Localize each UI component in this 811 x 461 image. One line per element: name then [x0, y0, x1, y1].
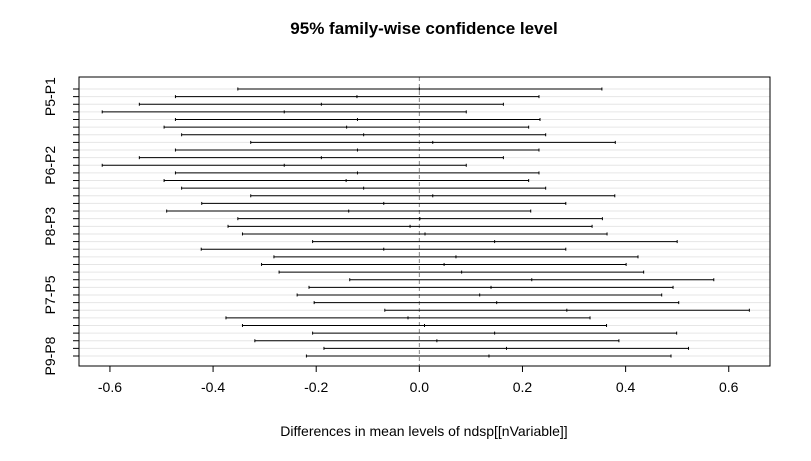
confidence-interval — [174, 118, 541, 122]
x-tick-label: 0.0 — [410, 379, 430, 395]
confidence-interval — [163, 179, 530, 183]
confidence-interval — [349, 278, 715, 282]
confidence-interval — [166, 209, 532, 213]
x-tick-label: -0.6 — [98, 379, 122, 395]
confidence-interval — [241, 232, 608, 236]
confidence-interval — [227, 224, 593, 228]
confidence-interval — [308, 285, 674, 289]
x-tick-label: 0.4 — [616, 379, 636, 395]
confidence-interval — [163, 125, 530, 129]
x-tick-label: 0.2 — [513, 379, 533, 395]
confidence-interval — [278, 270, 645, 274]
confidence-interval — [138, 156, 504, 160]
confidence-interval — [250, 194, 616, 198]
confidence-interval — [254, 339, 620, 343]
confidence-interval — [237, 217, 603, 221]
x-tick-label: 0.6 — [719, 379, 739, 395]
confidence-interval — [138, 102, 504, 106]
confidence-interval — [181, 186, 547, 190]
confidence-interval — [101, 110, 467, 114]
confidence-interval — [273, 255, 639, 259]
confidence-interval — [250, 140, 616, 144]
confidence-interval — [241, 323, 608, 327]
y-tick-label: P8-P3 — [42, 207, 58, 246]
y-axis: P5-P1 P6-P2 P8-P3 P7-P5 P9-P8 — [42, 77, 79, 375]
confidence-interval — [313, 301, 680, 305]
confidence-interval — [237, 87, 603, 91]
y-tick-label: P9-P8 — [42, 336, 58, 375]
chart-title: 95% family-wise confidence level — [290, 19, 557, 38]
confidence-interval — [200, 247, 567, 251]
confidence-interval — [225, 316, 591, 320]
confidence-interval — [174, 171, 540, 175]
confidence-interval — [174, 148, 540, 152]
grid-lines — [79, 88, 770, 357]
confidence-interval — [305, 354, 672, 358]
confidence-interval — [174, 95, 540, 99]
y-tick-label: P6-P2 — [42, 146, 58, 185]
confidence-interval — [323, 346, 690, 350]
x-tick-label: -0.4 — [201, 379, 225, 395]
x-axis-label: Differences in mean levels of ndsp[[nVar… — [280, 423, 567, 439]
confidence-interval — [312, 240, 678, 244]
confidence-interval — [384, 308, 750, 312]
x-tick-label: -0.2 — [304, 379, 328, 395]
confidence-interval — [261, 262, 627, 266]
confidence-interval — [312, 331, 678, 335]
interval-series — [101, 87, 750, 358]
confidence-interval — [101, 163, 467, 167]
confidence-interval — [201, 201, 567, 205]
confidence-interval — [181, 133, 547, 137]
confidence-interval — [296, 293, 663, 297]
plot-frame — [78, 76, 771, 367]
y-tick-label: P7-P5 — [42, 275, 58, 314]
y-tick-label: P5-P1 — [42, 77, 58, 116]
x-axis: -0.6 -0.4 -0.2 0.0 0.2 0.4 0.6 — [98, 366, 739, 395]
